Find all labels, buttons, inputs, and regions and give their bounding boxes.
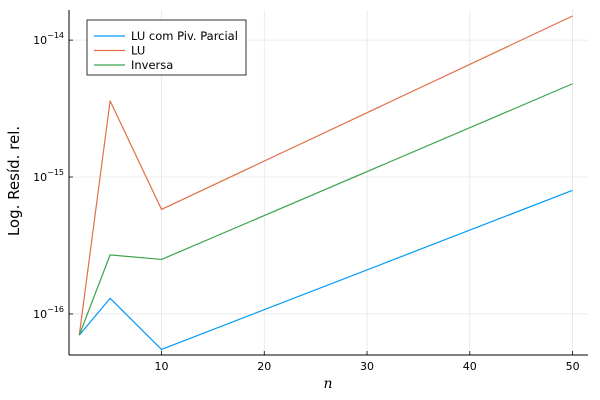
- series-line-1: [78, 15, 573, 336]
- x-tick-label: 30: [360, 360, 374, 373]
- y-tick-exponent: −16: [47, 305, 64, 314]
- y-tick-label: 10−15: [33, 168, 64, 184]
- grid: [69, 10, 588, 355]
- x-tick-label: 50: [566, 360, 580, 373]
- y-tick-exponent: −14: [47, 31, 64, 40]
- series-lines: [78, 15, 573, 351]
- y-tick-base: 10: [33, 171, 47, 184]
- y-tick-base: 10: [33, 308, 47, 321]
- axes: [68, 10, 588, 356]
- y-tick-label: 10−16: [33, 305, 64, 321]
- x-tick-label: 10: [154, 360, 168, 373]
- y-tick-exponent: −15: [47, 168, 64, 177]
- series-line-0: [78, 189, 573, 351]
- legend-label-1: LU: [131, 44, 145, 58]
- x-tick-label: 40: [463, 360, 477, 373]
- x-tick-label: 20: [257, 360, 271, 373]
- legend-label-2: Inversa: [131, 58, 173, 72]
- legend-box: [86, 19, 247, 76]
- y-axis-label: Log. Resíd. rel.: [5, 126, 23, 236]
- x-axis-label: n: [323, 376, 332, 392]
- series-line-2: [78, 83, 573, 336]
- legend-label-0: LU com Piv. Parcial: [131, 29, 238, 43]
- y-tick-label: 10−14: [33, 31, 64, 47]
- y-tick-base: 10: [33, 34, 47, 47]
